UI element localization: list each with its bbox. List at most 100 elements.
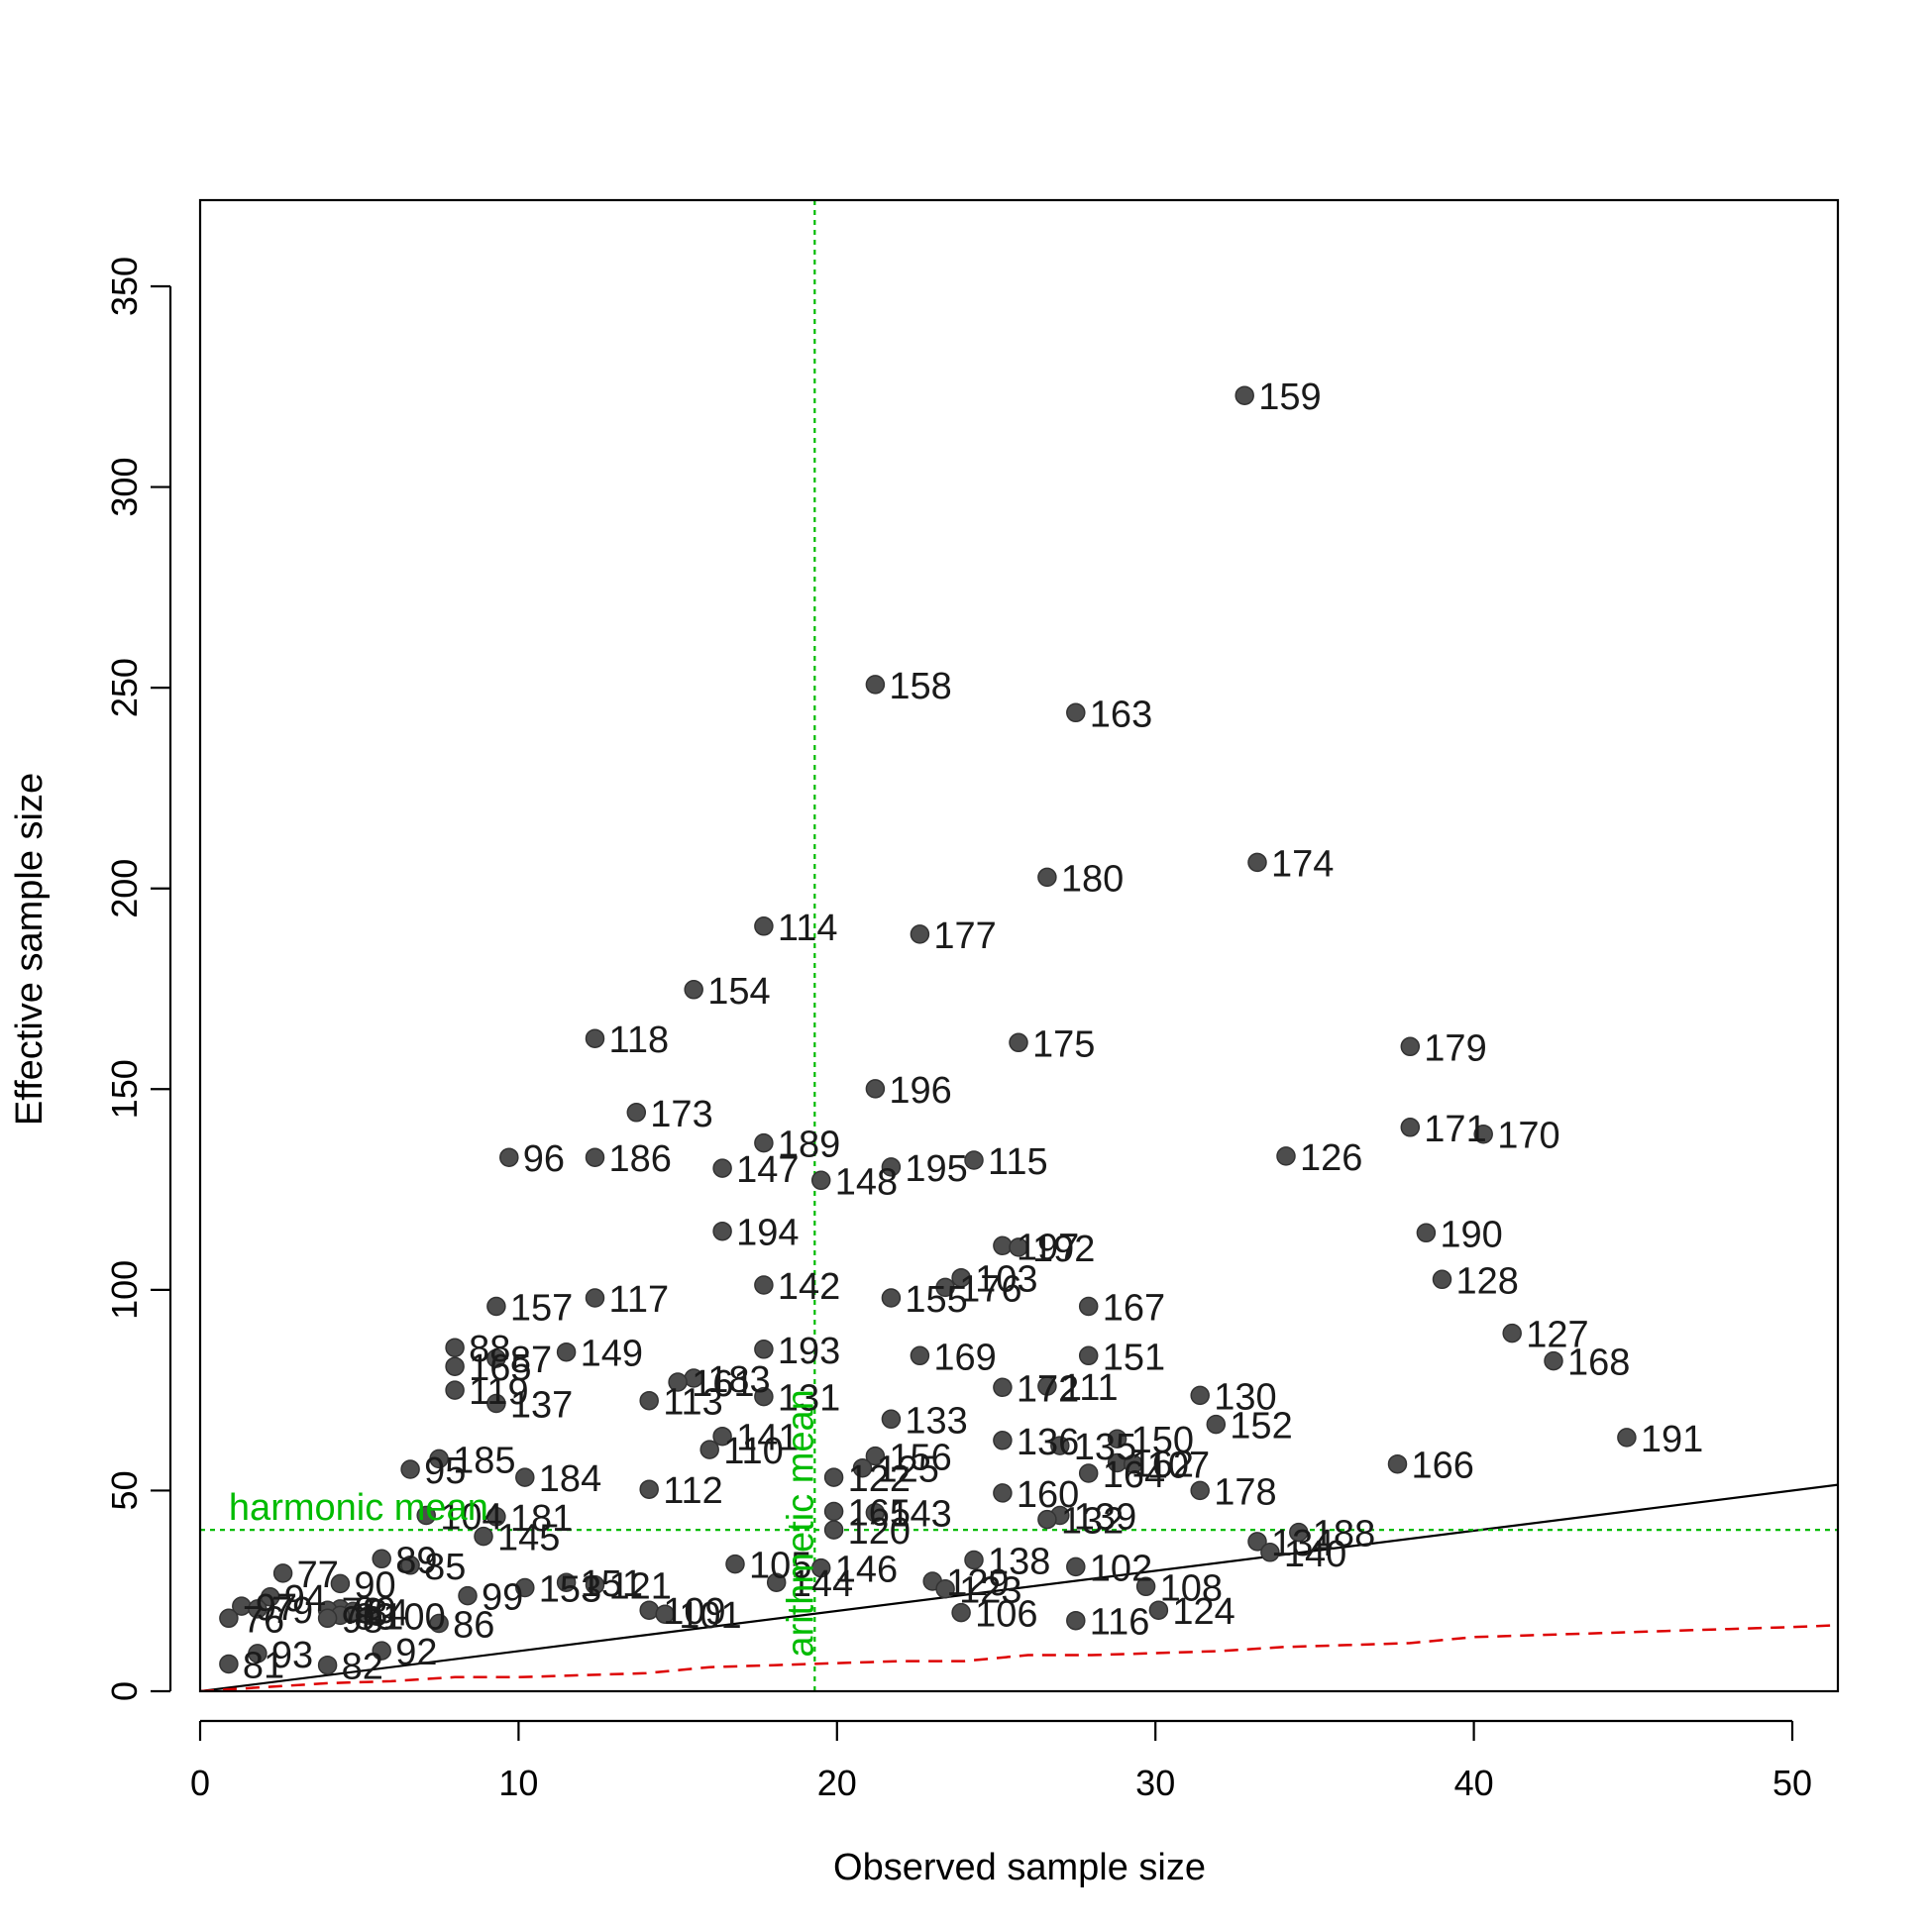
point-label: 110 <box>723 1431 784 1472</box>
point-label: 90 <box>354 1564 395 1606</box>
data-point <box>852 1457 873 1478</box>
point-label: 152 <box>1230 1406 1292 1448</box>
data-point <box>1400 1036 1421 1057</box>
point-label: 180 <box>1061 858 1124 900</box>
x-tick-label: 10 <box>498 1763 538 1803</box>
data-point <box>964 1550 984 1570</box>
point-label: 104 <box>440 1497 502 1539</box>
data-point <box>712 1221 732 1241</box>
data-point <box>993 1377 1013 1398</box>
data-point <box>317 1608 338 1629</box>
data-point <box>372 1549 391 1569</box>
data-point <box>585 1147 605 1167</box>
data-point <box>626 1103 647 1123</box>
point-label: 134 <box>1271 1523 1334 1564</box>
lower-bound-line <box>200 1624 1838 1691</box>
data-point <box>1009 1032 1028 1053</box>
data-point <box>766 1572 787 1592</box>
data-point <box>1276 1146 1296 1166</box>
point-label: 115 <box>988 1141 1048 1183</box>
data-point <box>474 1526 493 1547</box>
point-label: 186 <box>609 1138 672 1180</box>
point-label: 124 <box>1172 1591 1234 1633</box>
data-point <box>1037 1376 1057 1396</box>
data-point <box>515 1577 535 1598</box>
point-label: 181 <box>510 1498 573 1540</box>
point-label: 127 <box>1526 1315 1588 1356</box>
point-label: 123 <box>959 1570 1021 1612</box>
point-label: 92 <box>395 1632 437 1673</box>
data-point <box>1037 1509 1057 1530</box>
data-point <box>585 1028 605 1048</box>
reference-lines <box>200 200 1838 1691</box>
data-point <box>1190 1385 1210 1406</box>
data-point <box>823 1520 844 1540</box>
axes: 0 10 20 30 40 50 0 50 100 150 200 250 300 350 <box>104 198 1840 1803</box>
point-label: 136 <box>1017 1422 1079 1463</box>
data-point <box>1502 1323 1522 1343</box>
point-label: 151 <box>1103 1337 1165 1378</box>
data-point <box>317 1655 338 1675</box>
point-label: 120 <box>848 1511 911 1553</box>
point-label: 153 <box>539 1569 601 1611</box>
data-point <box>865 1502 886 1523</box>
data-point <box>1400 1118 1421 1137</box>
data-point <box>684 980 703 1000</box>
point-label: 101 <box>679 1595 741 1637</box>
point-label: 76 <box>243 1599 284 1641</box>
data-point <box>712 1426 732 1447</box>
point-label: 185 <box>453 1440 515 1481</box>
data-point <box>1247 1532 1267 1552</box>
harmonic-mean-label: harmonic mean <box>229 1487 488 1529</box>
data-point <box>585 1288 605 1308</box>
point-label: 81 <box>243 1646 284 1687</box>
point-label: 137 <box>510 1385 573 1427</box>
data-point <box>515 1467 535 1487</box>
point-label: 160 <box>1017 1474 1079 1516</box>
data-point <box>668 1372 688 1392</box>
point-label: 93 <box>271 1635 313 1676</box>
point-label: 149 <box>581 1334 643 1375</box>
y-tick-label: 100 <box>104 1260 145 1320</box>
point-label: 116 <box>1090 1602 1150 1644</box>
point-label: 191 <box>1641 1419 1703 1460</box>
data-point <box>1078 1345 1099 1366</box>
data-points <box>219 385 1637 1675</box>
point-label: 129 <box>946 1562 1009 1604</box>
point-label: 176 <box>959 1268 1021 1310</box>
data-point <box>248 1599 268 1619</box>
data-point <box>486 1507 506 1527</box>
point-label: 113 <box>663 1382 723 1424</box>
point-label: 119 <box>469 1371 529 1413</box>
data-point <box>219 1608 239 1629</box>
point-label: 189 <box>778 1125 840 1166</box>
point-label: 78 <box>342 1591 383 1633</box>
data-point <box>1416 1223 1437 1243</box>
point-label: 165 <box>469 1347 531 1389</box>
data-point <box>1473 1124 1493 1144</box>
point-label: 196 <box>889 1070 951 1112</box>
point-label: 145 <box>497 1518 560 1559</box>
data-point <box>823 1501 844 1522</box>
data-point <box>1289 1522 1309 1543</box>
data-point <box>712 1158 732 1178</box>
data-point <box>655 1604 675 1624</box>
data-point <box>1206 1414 1227 1435</box>
x-axis-title: Observed sample size <box>833 1847 1206 1888</box>
point-label: 169 <box>933 1337 996 1378</box>
point-label: 161 <box>692 1363 754 1405</box>
point-label: 150 <box>1131 1420 1194 1461</box>
point-label: 126 <box>1300 1137 1362 1179</box>
point-label: 193 <box>778 1331 840 1372</box>
data-point <box>429 1613 449 1634</box>
point-label: 177 <box>933 915 996 957</box>
point-label: 142 <box>778 1266 840 1308</box>
y-tick-label: 300 <box>104 458 145 517</box>
point-label: 159 <box>1258 376 1321 418</box>
data-point <box>1234 385 1254 405</box>
data-point <box>993 1235 1013 1256</box>
point-label: 194 <box>736 1213 799 1254</box>
point-label: 99 <box>482 1577 523 1619</box>
point-label: 156 <box>889 1438 951 1479</box>
data-point <box>639 1390 659 1411</box>
